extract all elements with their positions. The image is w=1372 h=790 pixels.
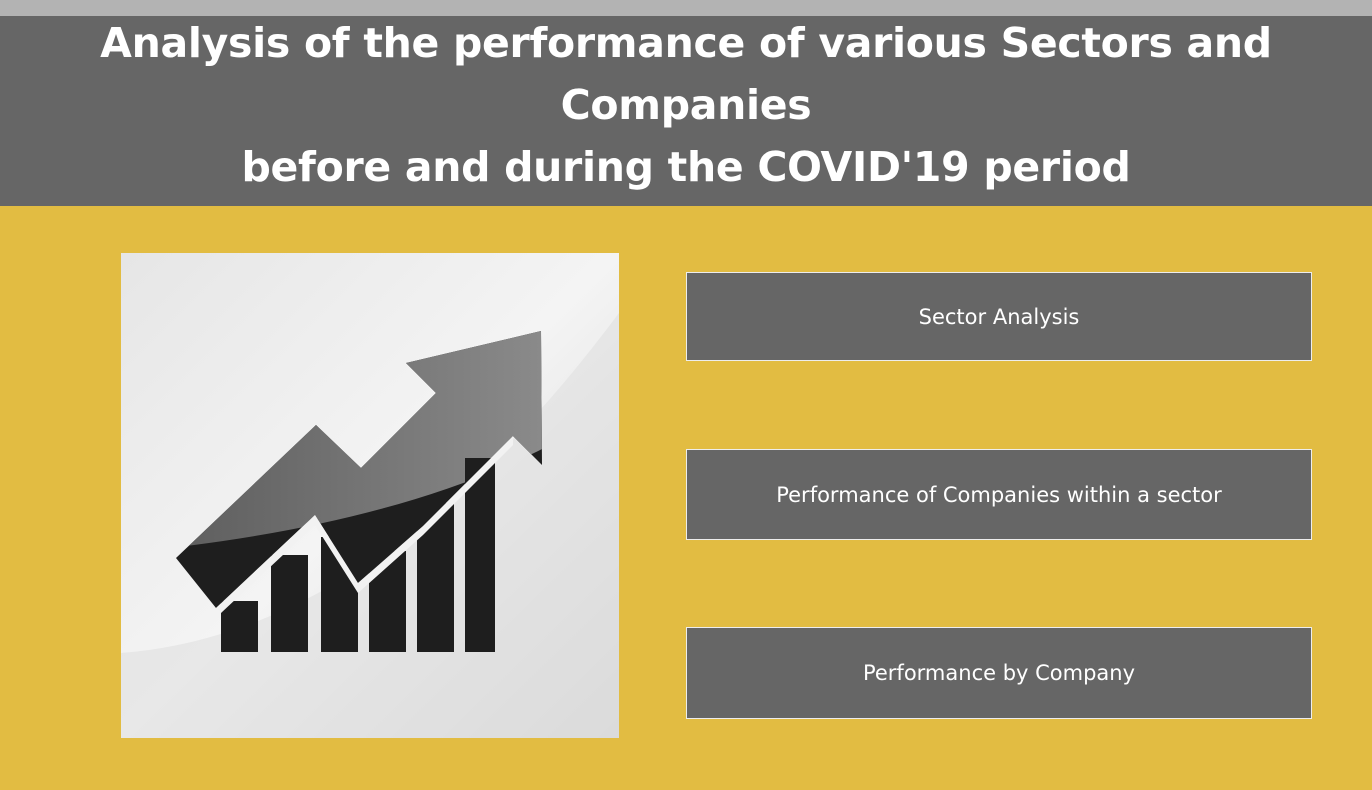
sector-analysis-button[interactable]: Sector Analysis [686, 272, 1312, 361]
rising-bar-chart-arrow-icon [121, 253, 619, 738]
performance-by-company-button[interactable]: Performance by Company [686, 627, 1312, 719]
page-title: Analysis of the performance of various S… [100, 19, 1272, 191]
companies-within-sector-button[interactable]: Performance of Companies within a sector [686, 449, 1312, 540]
top-strip [0, 0, 1372, 16]
header-banner: Analysis of the performance of various S… [0, 16, 1372, 206]
